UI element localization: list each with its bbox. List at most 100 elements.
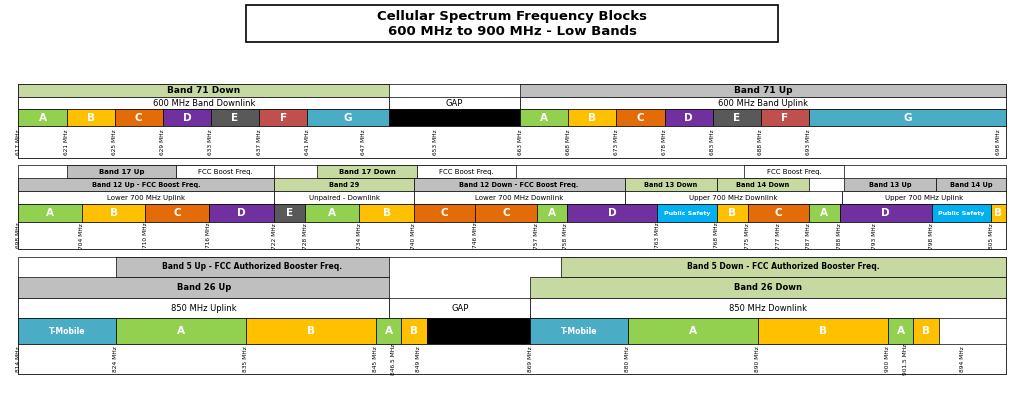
- Bar: [18, 277, 389, 298]
- Text: Band 14 Up: Band 14 Up: [949, 181, 992, 187]
- Bar: [427, 318, 530, 344]
- Text: Band 13 Down: Band 13 Down: [644, 181, 697, 187]
- Text: Upper 700 MHz Uplink: Upper 700 MHz Uplink: [885, 195, 963, 201]
- Text: Band 12 Down - FCC Boost Freq.: Band 12 Down - FCC Boost Freq.: [460, 181, 579, 187]
- Text: 617 MHz: 617 MHz: [16, 129, 20, 154]
- Bar: [713, 109, 761, 126]
- Bar: [717, 204, 748, 222]
- Text: 704 MHz: 704 MHz: [80, 222, 84, 248]
- Text: 600 MHz to 900 MHz - Low Bands: 600 MHz to 900 MHz - Low Bands: [387, 25, 637, 38]
- Text: 629 MHz: 629 MHz: [161, 129, 165, 155]
- Text: 850 MHz Uplink: 850 MHz Uplink: [171, 304, 237, 312]
- Text: A: A: [689, 326, 696, 336]
- Bar: [18, 178, 274, 191]
- Text: 869 MHz: 869 MHz: [528, 346, 532, 372]
- Text: 777 MHz: 777 MHz: [776, 222, 780, 248]
- Text: C: C: [173, 208, 181, 218]
- Text: 740 MHz: 740 MHz: [412, 222, 416, 248]
- Bar: [389, 298, 530, 318]
- Bar: [82, 204, 145, 222]
- Text: 814 MHz: 814 MHz: [16, 346, 20, 372]
- Text: Band 17 Down: Band 17 Down: [339, 169, 395, 175]
- Text: Band 71 Up: Band 71 Up: [733, 86, 793, 95]
- Bar: [748, 204, 809, 222]
- Text: Band 71 Down: Band 71 Down: [167, 86, 241, 95]
- Text: B: B: [923, 326, 930, 336]
- Text: 901.5 MHz: 901.5 MHz: [903, 343, 907, 375]
- Text: A: A: [897, 326, 904, 336]
- Text: 728 MHz: 728 MHz: [303, 222, 307, 248]
- Text: B: B: [819, 326, 826, 336]
- Bar: [274, 178, 414, 191]
- Bar: [18, 97, 389, 109]
- Text: 775 MHz: 775 MHz: [745, 222, 750, 248]
- Text: 663 MHz: 663 MHz: [518, 129, 522, 154]
- Text: C: C: [774, 208, 782, 218]
- Bar: [414, 178, 625, 191]
- Text: 673 MHz: 673 MHz: [614, 129, 618, 155]
- Bar: [176, 165, 274, 178]
- Text: E: E: [733, 113, 740, 123]
- Text: 698 MHz: 698 MHz: [996, 129, 1000, 155]
- Text: C: C: [440, 208, 449, 218]
- Text: 710 MHz: 710 MHz: [143, 223, 147, 248]
- Bar: [665, 109, 713, 126]
- Bar: [18, 318, 116, 344]
- Text: 647 MHz: 647 MHz: [361, 129, 366, 155]
- Bar: [758, 318, 888, 344]
- Bar: [116, 318, 246, 344]
- Text: G: G: [344, 113, 352, 123]
- Text: 678 MHz: 678 MHz: [663, 129, 667, 155]
- Text: T-Mobile: T-Mobile: [49, 327, 85, 336]
- Text: 600 MHz Band Downlink: 600 MHz Band Downlink: [153, 99, 255, 108]
- Bar: [115, 109, 163, 126]
- Text: 845 MHz: 845 MHz: [374, 346, 378, 372]
- Bar: [209, 204, 274, 222]
- Text: A: A: [46, 208, 54, 218]
- Text: D: D: [608, 208, 616, 218]
- Text: 698 MHz: 698 MHz: [16, 223, 20, 248]
- Text: B: B: [110, 208, 118, 218]
- Bar: [657, 204, 717, 222]
- Text: Unpaired - Downlink: Unpaired - Downlink: [308, 195, 380, 201]
- Bar: [18, 298, 389, 318]
- Text: 849 MHz: 849 MHz: [417, 346, 421, 372]
- Text: 746 MHz: 746 MHz: [473, 223, 477, 248]
- Bar: [389, 109, 520, 126]
- Text: 787 MHz: 787 MHz: [807, 222, 811, 248]
- Bar: [18, 84, 1006, 158]
- Bar: [18, 165, 1006, 249]
- Text: Band 29: Band 29: [329, 181, 359, 187]
- Bar: [568, 109, 616, 126]
- Text: Band 17 Up: Band 17 Up: [98, 169, 144, 175]
- Bar: [567, 204, 657, 222]
- Bar: [18, 222, 1006, 249]
- Bar: [414, 204, 475, 222]
- Bar: [530, 318, 628, 344]
- Text: A: A: [39, 113, 46, 123]
- Bar: [211, 109, 259, 126]
- Text: E: E: [231, 113, 239, 123]
- Text: B: B: [383, 208, 390, 218]
- Text: Band 26 Down: Band 26 Down: [734, 283, 802, 292]
- Text: 722 MHz: 722 MHz: [272, 222, 276, 248]
- Text: A: A: [329, 208, 336, 218]
- Bar: [246, 318, 376, 344]
- Bar: [145, 204, 209, 222]
- Text: 683 MHz: 683 MHz: [711, 129, 715, 155]
- Text: G: G: [903, 113, 911, 123]
- Bar: [18, 257, 1006, 374]
- Text: 835 MHz: 835 MHz: [244, 346, 248, 372]
- Bar: [67, 109, 115, 126]
- Text: A: A: [820, 208, 828, 218]
- Bar: [67, 165, 176, 178]
- Text: Lower 700 MHz Uplink: Lower 700 MHz Uplink: [108, 195, 185, 201]
- Text: A: A: [548, 208, 556, 218]
- Text: A: A: [385, 326, 392, 336]
- Bar: [520, 97, 1006, 109]
- Text: 880 MHz: 880 MHz: [626, 346, 630, 372]
- Text: 637 MHz: 637 MHz: [257, 129, 261, 155]
- Bar: [809, 109, 1006, 126]
- Text: 688 MHz: 688 MHz: [759, 129, 763, 155]
- Text: 633 MHz: 633 MHz: [209, 129, 213, 155]
